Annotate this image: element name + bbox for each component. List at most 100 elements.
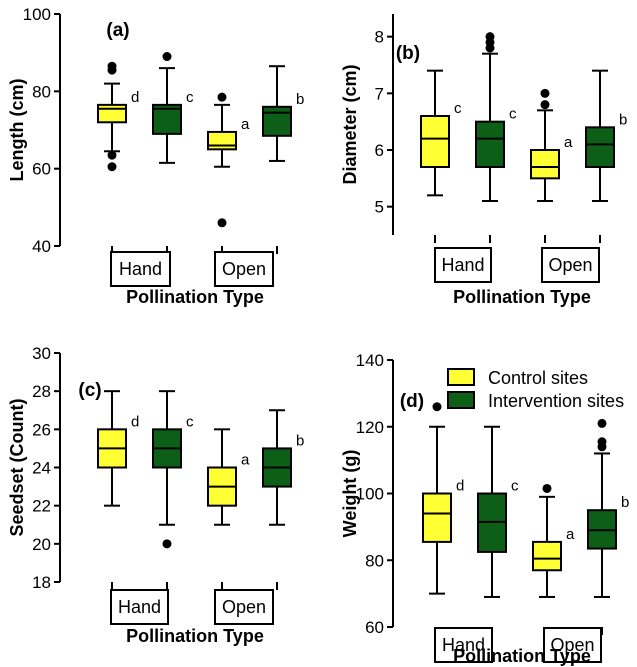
box-hand-intervention-sites: c: [152, 52, 194, 164]
outlier-point: [485, 32, 495, 42]
panel-a: 40 60 80 100 Length (cm) (a) Hand Open Pollinati…: [7, 5, 304, 307]
panel-c: 18 20 22 24 26 28 30 Seedset (Count) (c) Hand Open…: [7, 344, 304, 646]
significance-letter: b: [619, 111, 627, 128]
panel-label: (d): [400, 391, 424, 412]
y-tick-label: 24: [32, 459, 51, 478]
panel-d: 60 80 100 120 140 Weight (g) (d) Hand OpenPollin…: [340, 351, 629, 666]
significance-letter: b: [621, 494, 629, 511]
significance-letter: c: [454, 100, 462, 117]
y-tick-label: 80: [32, 82, 51, 101]
group-label-hand: Hand: [118, 597, 161, 617]
x-axis-label: Pollination Type: [126, 287, 264, 307]
outlier-point: [542, 483, 552, 493]
outlier-point: [432, 402, 442, 412]
outlier-point: [217, 92, 227, 102]
box-iqr: [97, 103, 127, 124]
group-label-hand: Hand: [441, 255, 484, 275]
y-tick-label: 8: [375, 28, 384, 47]
legend: Control sites Intervention sites: [447, 368, 624, 411]
group-label-open: Open: [222, 597, 266, 617]
significance-letter: b: [296, 432, 304, 449]
box-hand-control-sites: d: [97, 390, 139, 507]
y-axis-label: Weight (g): [340, 450, 360, 538]
y-tick-label: 100: [356, 485, 384, 504]
group-label-hand: Hand: [442, 635, 485, 655]
y-tick-label: 22: [32, 497, 51, 516]
y-tick-label: 28: [32, 382, 51, 401]
group-label-frame: [434, 247, 492, 283]
y-tick-label: 60: [365, 618, 384, 637]
y-axis-label: Seedset (Count): [7, 398, 27, 536]
box-iqr: [420, 115, 450, 168]
outlier-point: [107, 162, 117, 172]
panel-label: (a): [106, 20, 129, 41]
y-axis-label: Diameter (cm): [340, 64, 360, 184]
group-label-frame: [110, 589, 169, 625]
group-label-frame: [214, 251, 274, 287]
y-tick-label: 26: [32, 420, 51, 439]
y-tick-label: 6: [375, 141, 384, 160]
panel-label: (b): [396, 43, 420, 64]
outlier-point: [597, 437, 607, 447]
legend-swatch-control-sites: [447, 368, 475, 386]
significance-letter: d: [131, 413, 139, 430]
box-open-intervention-sites: b: [587, 418, 629, 598]
outlier-point: [107, 150, 117, 160]
group-label-frame: [110, 251, 171, 287]
significance-letter: c: [186, 89, 194, 106]
group-label-open: Open: [222, 259, 266, 279]
significance-letter: a: [241, 452, 250, 469]
significance-letter: d: [131, 89, 139, 106]
box-open-control-sites: a: [207, 92, 250, 228]
box-hand-intervention-sites: c: [477, 425, 519, 598]
box-hand-intervention-sites: c: [152, 390, 194, 549]
significance-letter: a: [566, 526, 575, 543]
y-tick-label: 20: [32, 535, 51, 554]
outlier-point: [597, 418, 607, 428]
box-open-control-sites: a: [207, 428, 250, 526]
box-iqr: [585, 126, 615, 169]
y-tick-label: 5: [375, 198, 384, 217]
box-iqr: [530, 149, 560, 180]
box-iqr: [262, 105, 292, 137]
group-label-frame: [434, 627, 493, 663]
y-tick-label: 60: [32, 160, 51, 179]
group-label-frame: [214, 589, 274, 625]
legend-label-control-sites: Control sites: [488, 368, 588, 388]
box-open-intervention-sites: b: [585, 69, 627, 202]
group-label-frame: [543, 627, 602, 663]
outlier-point: [162, 52, 172, 62]
legend-label-intervention-sites: Intervention sites: [488, 391, 624, 411]
significance-letter: d: [456, 478, 464, 495]
group-label-open: Open: [550, 635, 594, 655]
group-label-frame: [541, 247, 600, 283]
outlier-point: [107, 65, 117, 75]
box-hand-intervention-sites: c: [475, 32, 517, 202]
x-axis-label: Pollination Type: [126, 626, 264, 646]
significance-letter: c: [509, 106, 517, 123]
legend-swatch-intervention-sites: [447, 391, 475, 409]
significance-letter: a: [564, 134, 573, 151]
y-tick-label: 140: [356, 351, 384, 370]
y-tick-label: 40: [32, 237, 51, 256]
box-open-control-sites: a: [532, 483, 575, 598]
y-tick-label: 120: [356, 418, 384, 437]
box-open-intervention-sites: b: [262, 65, 304, 162]
x-axis-label: Pollination Type: [453, 287, 591, 307]
outlier-point: [217, 218, 227, 228]
y-tick-label: 100: [23, 5, 51, 24]
box-hand-control-sites: c: [420, 69, 462, 197]
box-iqr: [422, 492, 452, 543]
outlier-point: [540, 100, 550, 110]
group-label-hand: Hand: [119, 259, 162, 279]
box-hand-control-sites: d: [422, 402, 464, 595]
box-open-control-sites: a: [530, 88, 573, 202]
box-iqr: [475, 120, 505, 168]
group-label-open: Open: [548, 255, 592, 275]
box-iqr: [532, 540, 562, 572]
significance-letter: a: [241, 116, 250, 133]
y-axis-label: Length (cm): [7, 79, 27, 182]
outlier-point: [162, 539, 172, 549]
box-iqr: [207, 130, 237, 151]
